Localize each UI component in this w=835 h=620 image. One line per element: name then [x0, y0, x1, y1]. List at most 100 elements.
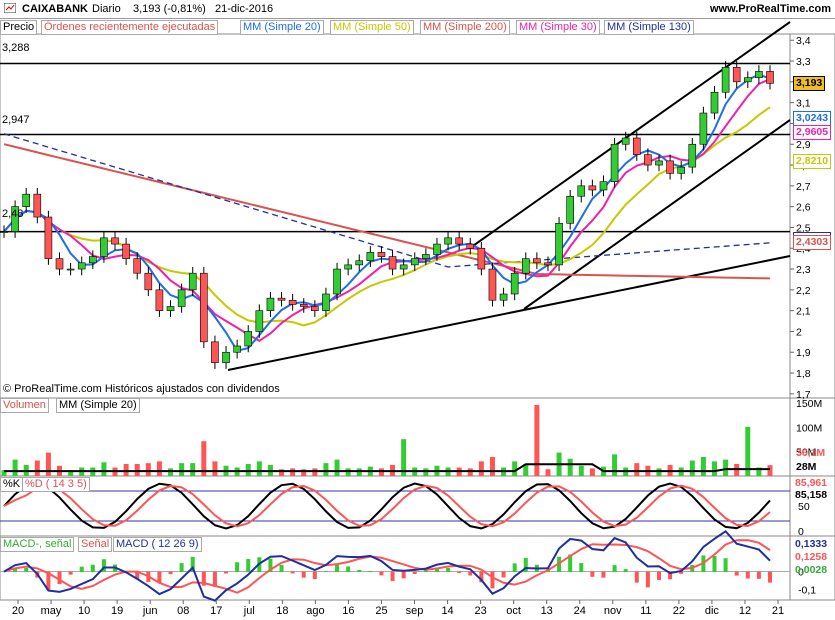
volume-bar — [489, 456, 495, 476]
macd-hist-bar — [179, 563, 184, 573]
legend-stoch-d[interactable]: %D ( 14 3 5) — [22, 477, 90, 492]
legend-macd-hist[interactable]: MACD-, señal — [0, 537, 75, 552]
volume-last-value: 28M — [796, 461, 817, 473]
stoch-d-line — [3, 484, 771, 528]
x-tick-label: 10 — [78, 605, 90, 617]
macd-hist-bar — [568, 554, 573, 573]
y-tick-label: 3,3 — [796, 56, 811, 68]
legend-ma20[interactable]: MM (Simple 20) — [240, 20, 324, 35]
macd-hist-bar — [512, 563, 517, 573]
volume-bar — [534, 405, 540, 476]
macd-hist-bar — [279, 564, 284, 573]
x-tick-label: sep — [406, 605, 424, 617]
macd-hist-bar — [346, 566, 351, 573]
candle-body — [322, 293, 330, 311]
volume-bar — [589, 468, 595, 476]
macd-hist-bar — [523, 557, 528, 573]
volume-last-value: 36,1M — [796, 447, 825, 459]
candle-body — [621, 137, 630, 145]
volume-bar — [245, 464, 251, 476]
macd-hist-bar — [457, 571, 462, 573]
macd-hist-bar — [268, 558, 273, 573]
candle-body — [499, 293, 508, 301]
legend-stoch-k[interactable]: %K — [0, 477, 24, 492]
legend-ma200[interactable]: MM (Simple 200) — [420, 20, 510, 35]
legend-price[interactable]: Precio — [0, 20, 38, 35]
macd-hist-bar — [723, 558, 728, 573]
macd-hist-bar — [612, 565, 617, 573]
volume-bar — [612, 454, 618, 476]
y-tick-label: 3,1 — [796, 98, 811, 110]
macd-hist-bar — [379, 571, 384, 576]
legend-ma30[interactable]: MM (Simple 30) — [516, 20, 600, 35]
price-change: 3,193 (-0,81%) — [133, 3, 206, 15]
macd-hist-bar — [745, 571, 750, 579]
x-tick-label: 20 — [12, 605, 24, 617]
x-tick-label: ago — [306, 605, 324, 617]
candle-body — [655, 160, 663, 166]
volume-bar — [156, 461, 162, 476]
level-label-high: 3,288 — [2, 42, 30, 54]
legend-volume[interactable]: Volumen — [0, 398, 49, 413]
macd-hist-bar — [434, 567, 439, 573]
stoch-last-value: 85,961 — [795, 477, 827, 489]
volume-bar — [467, 468, 473, 476]
site-url[interactable]: www.ProRealTime.com — [709, 3, 831, 15]
candle-body — [488, 268, 497, 301]
macd-hist-bar — [68, 571, 73, 575]
candle-body — [588, 185, 597, 191]
x-tick-label: 11 — [640, 605, 651, 617]
macd-hist-bar — [312, 571, 317, 580]
y-tick-label: 1,8 — [796, 368, 811, 380]
volume-bar — [168, 468, 174, 476]
macd-hist-bar — [679, 571, 684, 574]
macd-hist-bar — [634, 571, 639, 583]
candle-body — [44, 216, 53, 259]
candle-body — [699, 112, 708, 145]
legend-macd-signal[interactable]: Señal — [78, 537, 113, 552]
candle-body — [433, 243, 441, 255]
macd-hist-bar — [768, 571, 772, 583]
y-tick-label: 2,3 — [796, 264, 811, 276]
candle-body — [410, 258, 419, 266]
stoch-last-value: 85,158 — [795, 489, 827, 501]
candle-body — [89, 256, 97, 264]
macd-last-value: 0,0028 — [795, 564, 827, 576]
x-tick-label: jun — [142, 605, 158, 617]
candle-body — [211, 341, 219, 363]
candle-body — [666, 160, 674, 174]
legend-orders[interactable]: Órdenes recientemente ejecutadas — [41, 20, 219, 35]
legend-macd[interactable]: MACD ( 12 26 9) — [113, 537, 202, 552]
volume-bar — [68, 470, 74, 476]
axis-frame — [789, 535, 835, 601]
macd-hist-bar — [412, 571, 417, 574]
macd-last-value: 0,1258 — [795, 551, 827, 563]
macd-hist-bar — [57, 571, 62, 585]
candle-body — [33, 193, 42, 218]
price-panel — [0, 21, 791, 371]
candle-body — [77, 262, 86, 270]
legend-ma130[interactable]: MM (Simple 130) — [604, 20, 694, 35]
candle-body — [455, 237, 463, 245]
legend-volume-ma[interactable]: MM (Simple 20) — [56, 398, 140, 413]
candle-body — [743, 77, 752, 83]
macd-last-value: 0,1333 — [795, 538, 827, 550]
candle-body — [477, 247, 486, 270]
volume-bar — [334, 459, 340, 476]
macd-hist-bar — [668, 571, 673, 580]
y-tick-label: 2,2 — [796, 285, 811, 297]
price-tag: 3,0243 — [793, 111, 832, 127]
legend-ma50[interactable]: MM (Simple 50) — [330, 20, 414, 35]
volume-bar — [689, 460, 695, 476]
stoch-tick-label: 50 — [798, 501, 810, 513]
volume-tick-label: 100M — [796, 422, 822, 434]
candle-body — [766, 71, 774, 84]
level-label-mid: 2,947 — [2, 114, 30, 126]
macd-hist-bar — [79, 566, 84, 573]
candle-body — [177, 289, 186, 307]
x-tick-label: 17 — [210, 605, 222, 617]
date: 21-dic-2016 — [215, 3, 274, 15]
candle-body — [466, 243, 475, 249]
volume-bar — [212, 461, 218, 476]
